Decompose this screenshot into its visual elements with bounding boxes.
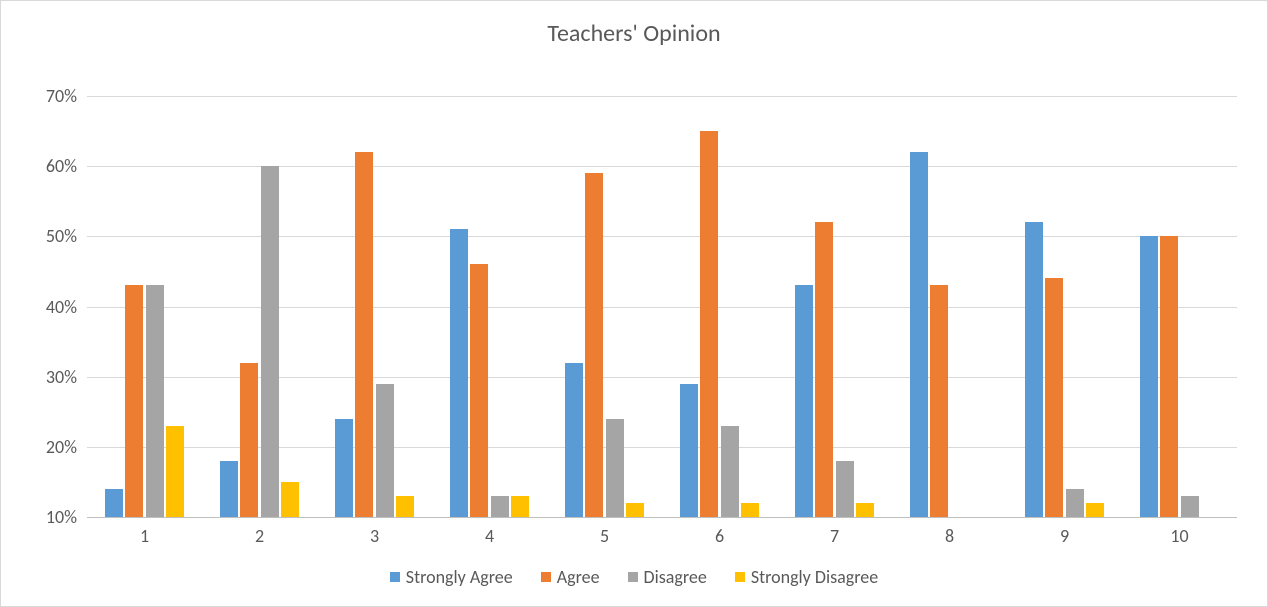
legend-swatch <box>390 572 400 582</box>
bar <box>565 363 583 517</box>
bar <box>626 503 644 517</box>
bar <box>125 285 143 517</box>
y-axis-label: 20% <box>46 436 87 458</box>
bar <box>1160 236 1178 517</box>
legend-label: Disagree <box>644 566 707 588</box>
chart-title: Teachers' Opinion <box>1 19 1267 48</box>
bar <box>220 461 238 517</box>
bar <box>1066 489 1084 517</box>
legend-label: Agree <box>557 566 600 588</box>
y-axis-label: 70% <box>46 85 87 107</box>
bar <box>741 503 759 517</box>
legend-swatch <box>541 572 551 582</box>
bar <box>836 461 854 517</box>
bar <box>795 285 813 517</box>
legend-item: Strongly Disagree <box>735 566 878 588</box>
legend-label: Strongly Agree <box>406 566 513 588</box>
x-axis-label: 10 <box>1170 517 1188 547</box>
bar <box>1045 278 1063 517</box>
bar <box>105 489 123 517</box>
bar <box>491 496 509 517</box>
x-axis-label: 7 <box>830 517 839 547</box>
bar <box>450 229 468 517</box>
x-axis-label: 9 <box>1060 517 1069 547</box>
bar <box>1086 503 1104 517</box>
bar <box>281 482 299 517</box>
bar <box>930 285 948 517</box>
y-axis-label: 50% <box>46 225 87 247</box>
bar <box>261 166 279 517</box>
bar <box>700 131 718 517</box>
legend-swatch <box>735 572 745 582</box>
bar <box>376 384 394 517</box>
legend-item: Disagree <box>628 566 707 588</box>
gridline <box>87 96 1237 97</box>
bar <box>511 496 529 517</box>
x-axis-label: 1 <box>140 517 149 547</box>
bar <box>1140 236 1158 517</box>
bar <box>166 426 184 517</box>
gridline <box>87 307 1237 308</box>
y-axis-label: 60% <box>46 155 87 177</box>
gridline <box>87 377 1237 378</box>
bar <box>606 419 624 517</box>
gridline <box>87 236 1237 237</box>
bar <box>396 496 414 517</box>
chart-container: Teachers' Opinion 10%20%30%40%50%60%70%1… <box>0 0 1268 607</box>
bar <box>1181 496 1199 517</box>
bar <box>146 285 164 517</box>
legend-item: Strongly Agree <box>390 566 513 588</box>
x-axis-label: 4 <box>485 517 494 547</box>
bar <box>680 384 698 517</box>
bar <box>856 503 874 517</box>
bar <box>815 222 833 517</box>
gridline <box>87 166 1237 167</box>
x-axis-label: 3 <box>370 517 379 547</box>
x-axis-label: 6 <box>715 517 724 547</box>
bar <box>910 152 928 517</box>
y-axis-label: 30% <box>46 366 87 388</box>
x-axis-label: 8 <box>945 517 954 547</box>
y-axis-label: 10% <box>46 506 87 528</box>
plot-area: 10%20%30%40%50%60%70%12345678910 <box>87 96 1237 518</box>
y-axis-label: 40% <box>46 296 87 318</box>
bar <box>585 173 603 517</box>
legend-swatch <box>628 572 638 582</box>
legend-item: Agree <box>541 566 600 588</box>
legend-label: Strongly Disagree <box>751 566 878 588</box>
bar <box>1025 222 1043 517</box>
legend: Strongly Agree Agree Disagree Strongly Disa… <box>1 566 1267 588</box>
gridline <box>87 447 1237 448</box>
bar <box>240 363 258 517</box>
bar <box>721 426 739 517</box>
x-axis-label: 5 <box>600 517 609 547</box>
bar <box>335 419 353 517</box>
bar <box>355 152 373 517</box>
x-axis-label: 2 <box>255 517 264 547</box>
bar <box>470 264 488 517</box>
